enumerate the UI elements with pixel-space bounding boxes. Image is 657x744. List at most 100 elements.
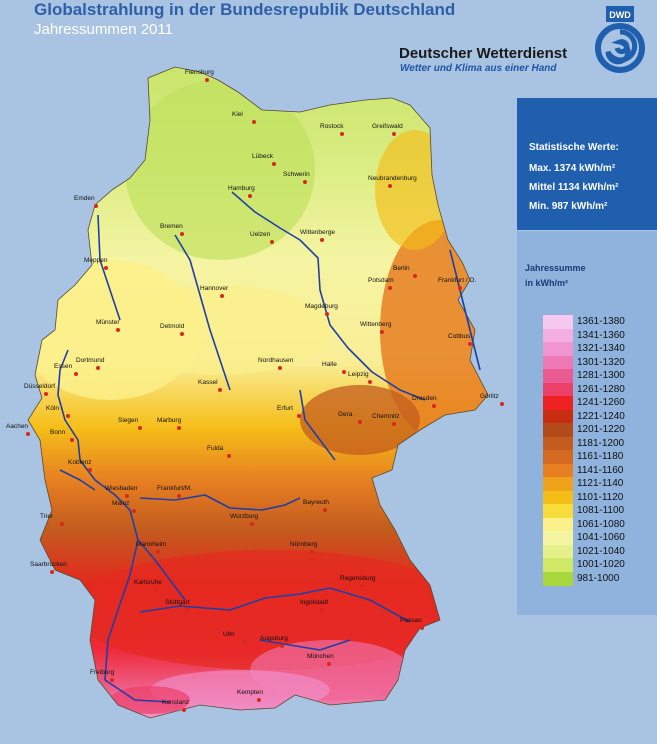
city-dot (110, 678, 114, 682)
river-weser (174, 234, 231, 391)
city-dot (177, 494, 181, 498)
river-mosel (59, 469, 96, 491)
legend-swatch (543, 504, 573, 518)
city-dot (243, 640, 247, 644)
city-marker: Meppen (84, 257, 108, 270)
map-subtitle: Jahressummen 2011 (34, 21, 173, 38)
city-marker: Kassel (198, 379, 222, 392)
legend-label: 1061-1080 (577, 518, 625, 530)
city-marker: Uelzen (250, 231, 274, 244)
city-label: Kempten (237, 689, 263, 696)
city-label: Essen (54, 363, 72, 370)
stats-mean: Mittel 1134 kWh/m² (529, 182, 619, 193)
city-dot (468, 342, 472, 346)
city-dot (185, 608, 189, 612)
city-marker: Emden (74, 195, 98, 208)
river-elbe (231, 191, 426, 401)
city-dot (70, 438, 74, 442)
city-label: Wiesbaden (105, 485, 138, 492)
city-label: Köln (46, 405, 59, 412)
city-label: Trier (40, 513, 54, 520)
city-dot (220, 294, 224, 298)
city-dot (360, 584, 364, 588)
city-label: Chemnitz (372, 413, 399, 420)
city-dot (257, 698, 261, 702)
city-marker: Rostock (320, 123, 344, 136)
legend-swatch (543, 544, 573, 559)
city-dot (154, 588, 158, 592)
city-dot (420, 626, 424, 630)
city-marker: Siegen (118, 417, 142, 430)
city-label: Emden (74, 195, 95, 202)
city-label: Regensburg (340, 575, 376, 582)
city-label: Düsseldorf (24, 383, 55, 390)
city-marker: Bonn (50, 429, 74, 442)
city-marker: Wittenberg (360, 321, 392, 334)
city-marker: Neubrandenburg (368, 175, 417, 188)
city-label: Flensburg (185, 69, 214, 76)
city-dot (303, 180, 307, 184)
city-label: Potsdam (368, 277, 394, 284)
city-marker: Ulm (223, 631, 247, 644)
city-label: Uelzen (250, 231, 271, 238)
city-label: Münster (96, 319, 120, 326)
city-label: Dresden (412, 395, 437, 402)
city-marker: Lübeck (252, 153, 276, 166)
city-dot (278, 366, 282, 370)
city-marker: Halle (322, 361, 346, 374)
legend-label: 981-1000 (577, 572, 620, 584)
city-label: Konstanz (162, 699, 189, 706)
city-label: Cottbus (448, 333, 471, 340)
city-label: Rostock (320, 123, 344, 130)
city-marker: Ingolstadt (300, 599, 328, 612)
city-marker: Bremen (160, 223, 184, 236)
city-dot (458, 286, 462, 290)
legend-label: 1101-1120 (577, 491, 624, 503)
city-label: Dortmund (76, 357, 105, 364)
city-label: Augsburg (260, 635, 288, 642)
city-dot (392, 132, 396, 136)
city-dot (325, 312, 329, 316)
city-dot (368, 380, 372, 384)
legend-swatch (543, 315, 573, 329)
city-marker: Trier (40, 513, 64, 526)
legend-swatch (543, 450, 573, 464)
city-dot (380, 330, 384, 334)
city-label: Kiel (232, 111, 243, 118)
city-label: Fulda (207, 445, 224, 452)
city-marker: Koblenz (68, 459, 92, 472)
city-dot (132, 509, 136, 513)
city-label: Ingolstadt (300, 599, 328, 606)
city-marker: Saarbrücken (30, 561, 67, 574)
city-label: Greifswald (372, 123, 403, 130)
city-marker: Greifswald (372, 123, 403, 136)
legend-swatch (543, 490, 573, 505)
city-label: Freiburg (90, 669, 115, 676)
city-dot (500, 402, 504, 406)
legend-label: 1301-1320 (577, 356, 625, 368)
city-layer: Flensburg Kiel Rostock Greifswald Lübeck Schw… (6, 69, 504, 712)
brand-slogan: Wetter und Klima aus einer Hand (400, 63, 557, 74)
city-label: Gera (338, 411, 353, 418)
city-label: Schwerin (283, 171, 310, 178)
city-marker: Schwerin (283, 171, 310, 184)
river-main (139, 494, 301, 511)
city-dot (125, 494, 129, 498)
legend-swatch (543, 342, 573, 356)
legend-title: Jahressumme in kWh/m² (525, 261, 586, 291)
city-marker: Passau (400, 617, 424, 630)
legend-label: 1141-1160 (577, 464, 624, 476)
city-marker: Leipzig (348, 371, 372, 384)
city-marker: Bayreuth (303, 499, 329, 512)
city-marker: Hannover (200, 285, 229, 298)
legend-swatch (543, 436, 573, 451)
brand-name: Deutscher Wetterdienst (399, 45, 568, 62)
city-marker: Detmold (160, 323, 185, 336)
city-label: Bayreuth (303, 499, 329, 506)
city-marker: Augsburg (260, 635, 288, 648)
city-marker: Wiesbaden (105, 485, 138, 498)
city-label: Hamburg (228, 185, 255, 192)
city-label: Lübeck (252, 153, 274, 160)
city-marker: Hamburg (228, 185, 255, 198)
